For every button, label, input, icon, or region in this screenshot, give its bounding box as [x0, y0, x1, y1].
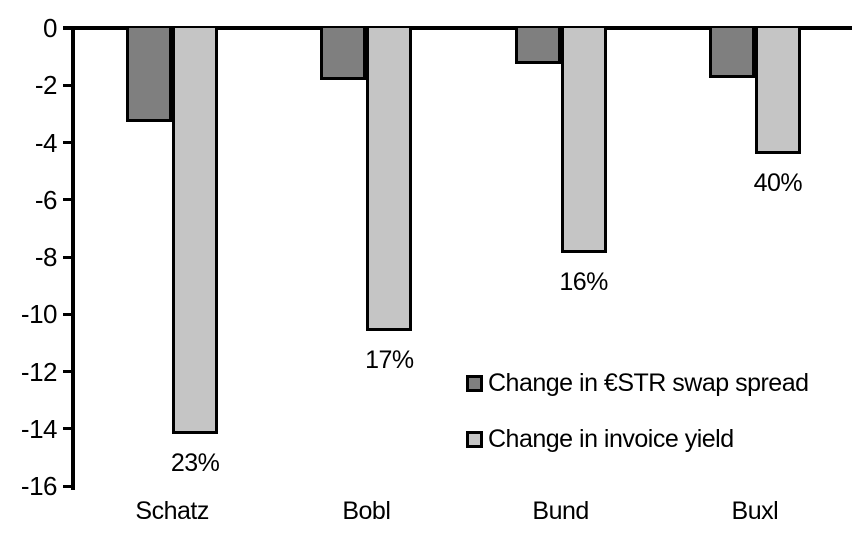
zero-baseline — [63, 26, 852, 30]
y-axis-tick — [63, 198, 75, 202]
bar-swap-spread-buxl — [708, 28, 755, 78]
y-axis-tick — [63, 427, 75, 431]
y-tick-label: -6 — [34, 184, 58, 215]
legend-swatch-invoice-yield — [466, 430, 483, 448]
bar-invoice-yield-bund — [560, 28, 607, 253]
y-axis-tick — [63, 312, 75, 316]
y-axis-tick — [63, 484, 75, 488]
bar-swap-spread-schatz — [126, 28, 173, 122]
legend-swatch-swap-spread — [466, 374, 483, 392]
bar-swap-spread-bobl — [320, 28, 367, 80]
bar-data-label: 16% — [559, 267, 608, 296]
y-tick-label: -12 — [20, 356, 58, 387]
bar-swap-spread-bund — [514, 28, 561, 64]
bar-data-label: 40% — [753, 168, 803, 197]
y-tick-label: -14 — [20, 413, 58, 444]
y-axis-tick — [63, 255, 75, 259]
x-category-label: Schatz — [135, 497, 209, 525]
bar-invoice-yield-schatz — [172, 28, 219, 434]
y-tick-label: 0 — [43, 13, 57, 43]
y-axis-tick — [63, 370, 75, 373]
legend-item-swap-spread: Change in €STR swap spread — [466, 368, 809, 397]
legend-label-swap-spread: Change in €STR swap spread — [488, 368, 809, 397]
x-category-label: Bobl — [342, 497, 391, 525]
x-category-label: Bund — [532, 497, 589, 525]
y-tick-label: -2 — [34, 70, 58, 101]
y-tick-label: -4 — [34, 127, 58, 158]
y-tick-label: -10 — [20, 299, 58, 330]
bar-invoice-yield-buxl — [754, 28, 801, 154]
y-axis-tick — [63, 141, 75, 144]
y-axis-tick — [63, 83, 75, 87]
y-tick-label: -16 — [20, 471, 58, 501]
bar-data-label: 23% — [170, 449, 220, 478]
x-category-label: Buxl — [731, 497, 779, 525]
bar-invoice-yield-bobl — [366, 28, 413, 331]
legend-label-invoice-yield: Change in invoice yield — [488, 424, 734, 453]
bar-data-label: 17% — [365, 346, 414, 375]
legend-item-invoice-yield: Change in invoice yield — [466, 424, 809, 453]
legend: Change in €STR swap spread Change in inv… — [466, 368, 809, 482]
y-tick-label: -8 — [34, 242, 58, 272]
